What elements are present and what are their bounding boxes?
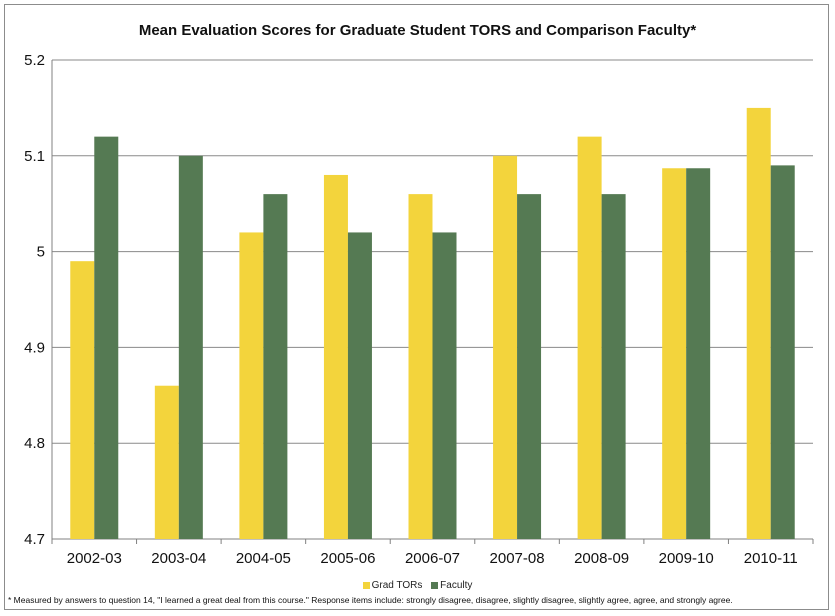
bar-grad-tors-2006-07 [408,194,433,539]
bar-faculty-2005-06 [347,232,372,539]
legend-swatch-grad-tors [362,581,370,589]
y-tick-label: 5 [37,244,45,261]
bar-grad-tors-2003-04 [154,385,179,539]
legend-item-grad-tors: Grad TORs [362,580,423,591]
bar-faculty-2010-11 [770,165,795,539]
x-tick-label: 2003-04 [151,550,206,567]
legend-item-faculty: Faculty [431,580,472,591]
x-tick-label: 2005-06 [320,550,375,567]
bar-grad-tors-2007-08 [493,155,518,540]
bar-faculty-2006-07 [432,232,457,539]
legend-label-grad-tors: Grad TORs [371,580,423,591]
bar-grad-tors-2002-03 [70,261,95,539]
bar-grad-tors-2005-06 [323,174,348,539]
bar-grad-tors-2009-10 [662,168,687,539]
y-tick-label: 4.8 [24,435,45,452]
legend: Grad TORs Faculty [0,580,835,591]
y-tick-label: 5.1 [24,148,45,165]
footnote: * Measured by answers to question 14, "I… [8,595,733,605]
chart-title: Mean Evaluation Scores for Graduate Stud… [138,22,697,39]
x-tick-label: 2008-09 [574,550,629,567]
legend-label-faculty: Faculty [440,580,473,591]
bar-grad-tors-2010-11 [746,107,771,540]
y-tick-label: 4.9 [24,339,45,356]
x-tick-label: 2004-05 [236,550,291,567]
x-tick-label: 2002-03 [67,550,122,567]
y-tick-label: 4.7 [24,531,45,548]
bar-grad-tors-2008-09 [577,136,602,539]
y-tick-label: 5.2 [24,52,45,69]
bar-faculty-2003-04 [178,155,203,540]
bar-faculty-2007-08 [517,194,542,539]
x-tick-label: 2006-07 [405,550,460,567]
legend-swatch-faculty [431,581,439,589]
bar-faculty-2009-10 [686,168,711,539]
x-tick-label: 2007-08 [490,550,545,567]
x-tick-label: 2010-11 [744,550,798,567]
bar-grad-tors-2004-05 [239,232,264,539]
bar-faculty-2004-05 [263,194,288,539]
bar-faculty-2002-03 [94,136,119,539]
bar-faculty-2008-09 [601,194,626,539]
x-tick-label: 2009-10 [659,550,714,567]
